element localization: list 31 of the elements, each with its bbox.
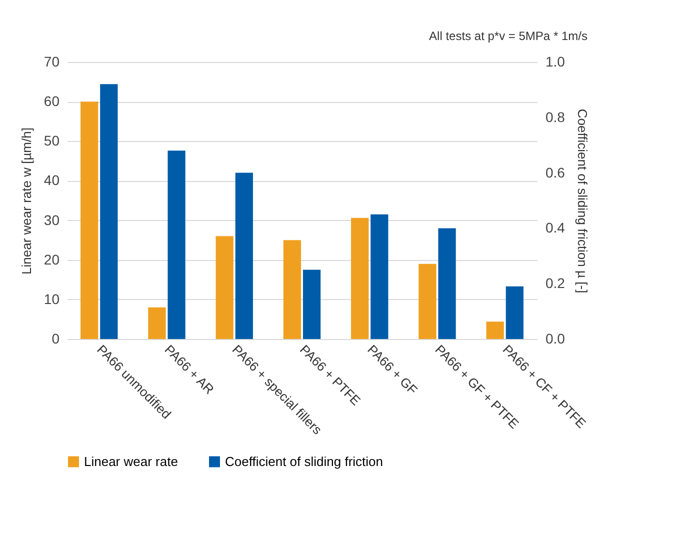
bar [506, 286, 524, 339]
y2-tick-label: 0.6 [546, 164, 566, 180]
bar [168, 150, 186, 339]
bar [486, 322, 504, 339]
y-tick-label: 60 [44, 93, 60, 110]
bar [351, 218, 369, 339]
y-tick-label: 50 [44, 132, 60, 149]
text: All tests at p*v = 5MPa * 1m/s [429, 29, 588, 43]
y-tick-label: 30 [44, 212, 60, 228]
y2-tick-label: 0.4 [546, 220, 566, 236]
bar [235, 172, 253, 339]
y2-tick-label: 1.0 [546, 54, 566, 70]
y2-tick-label: 0.2 [546, 275, 566, 292]
bar [100, 84, 118, 339]
y-tick-label: 70 [44, 54, 60, 70]
y-tick-label: 20 [44, 251, 60, 268]
legend-label: Coefficient of sliding friction [225, 454, 384, 469]
y-tick-label: 40 [44, 172, 60, 188]
legend-label: Linear wear rate [84, 454, 178, 469]
bar [438, 228, 456, 339]
bar [80, 102, 98, 339]
bar [418, 264, 436, 339]
bar [216, 236, 234, 339]
y2-tick-label: 0.0 [546, 330, 566, 346]
y2-tick-label: 0.8 [546, 108, 566, 125]
y-axis-title: Linear wear rate w [µm/h] [18, 128, 34, 274]
y-tick-label: 0 [52, 330, 60, 346]
y2-axis-title: Coefficient of sliding friction µ [-] [574, 108, 590, 294]
bar [148, 307, 166, 339]
bar [370, 214, 388, 339]
y-tick-label: 10 [44, 290, 60, 307]
